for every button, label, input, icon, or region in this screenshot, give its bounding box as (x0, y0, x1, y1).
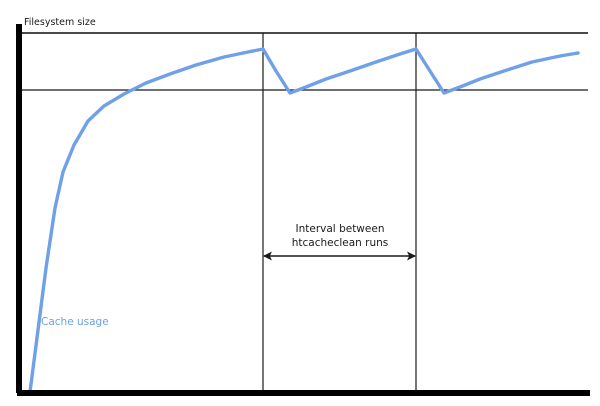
cache-usage-label: Cache usage (41, 316, 109, 328)
interval-annotation-line2: htcacheclean runs (292, 237, 389, 249)
interval-annotation-line1: Interval between (296, 223, 385, 235)
y-axis-title: Filesystem size (24, 17, 96, 28)
cache-usage-curve (28, 47, 580, 394)
